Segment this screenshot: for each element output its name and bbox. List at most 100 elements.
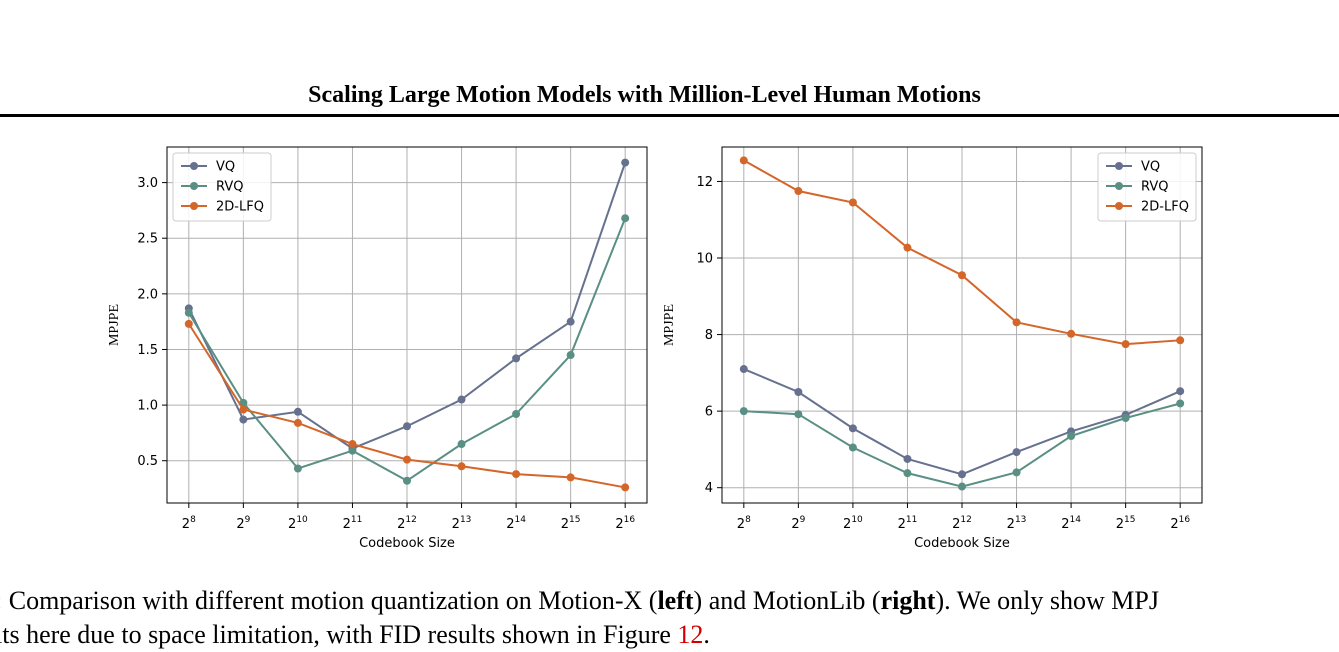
- y-tick-label: 8: [705, 328, 713, 343]
- data-point: [184, 308, 193, 317]
- data-point: [403, 476, 411, 485]
- caption-bold-left: left: [657, 586, 694, 615]
- caption-text-4: ults here due to space limitation, with …: [0, 620, 678, 649]
- data-point: [457, 440, 466, 449]
- legend-label: RVQ: [1141, 180, 1168, 195]
- y-tick-label: 3.0: [137, 176, 158, 191]
- figure-ref-link[interactable]: 12: [677, 620, 704, 649]
- chart-right-svg: 28 29 210 211 212 213 214 215 216 4 6 8 10 12 Codebook…: [662, 146, 1203, 551]
- legend-marker: [1115, 162, 1123, 170]
- data-point: [403, 422, 411, 431]
- data-point: [566, 473, 575, 482]
- y-axis-label: MPJPE: [107, 304, 122, 346]
- x-tick-label: 216: [1170, 515, 1190, 532]
- data-point: [958, 470, 966, 479]
- data-point: [739, 365, 748, 374]
- legend-label: 2D-LFQ: [1141, 200, 1189, 215]
- y-tick-label: 1.0: [137, 399, 158, 414]
- x-tick-label: 211: [343, 515, 363, 532]
- legend-marker: [1115, 182, 1123, 190]
- caption-text-5: .: [703, 620, 710, 649]
- data-point: [403, 455, 411, 464]
- x-tick-label: 28: [182, 515, 196, 532]
- legend: VQ RVQ 2D-LFQ: [172, 152, 272, 222]
- data-point: [621, 214, 630, 223]
- data-point: [1121, 414, 1130, 423]
- running-header-title: Scaling Large Motion Models with Million…: [308, 82, 981, 108]
- legend-box: [172, 152, 272, 222]
- x-tick-label: 210: [843, 515, 863, 532]
- data-point: [1176, 399, 1185, 408]
- data-point: [1067, 329, 1076, 338]
- data-point: [566, 351, 575, 360]
- x-tick-label: 29: [236, 515, 250, 532]
- data-point: [512, 354, 521, 363]
- legend-box: [1097, 152, 1197, 222]
- figure-caption: 4: Comparison with different motion quan…: [0, 584, 1339, 652]
- caption-text-3: ). We only show MPJ: [935, 586, 1159, 615]
- data-point: [1067, 432, 1076, 441]
- y-axis-label: MPJPE: [662, 304, 677, 346]
- y-tick-label: 12: [696, 175, 713, 190]
- data-point: [457, 462, 466, 471]
- data-point: [848, 198, 857, 207]
- x-tick-label: 211: [898, 515, 918, 532]
- data-point: [348, 440, 357, 449]
- y-tick-label: 2.5: [137, 232, 158, 247]
- data-point: [293, 464, 302, 473]
- x-tick-label: 28: [737, 515, 751, 532]
- y-tick-label: 2.0: [137, 287, 158, 302]
- y-tick-label: 6: [705, 405, 713, 420]
- data-point: [1176, 387, 1185, 396]
- series-2d-lfq: [739, 156, 1185, 349]
- legend-marker: [190, 202, 198, 210]
- series-vq: [739, 365, 1185, 479]
- chart-left: 28 29 210 211 212 213 214 215 216 0.5 1.0 1.5 2.0 2.5…: [100, 140, 655, 565]
- data-point: [903, 243, 912, 252]
- x-tick-label: 29: [791, 515, 805, 532]
- y-tick-label: 4: [705, 481, 713, 496]
- legend: VQ RVQ 2D-LFQ: [1097, 152, 1197, 222]
- data-point: [1012, 318, 1021, 327]
- data-point: [1012, 468, 1021, 477]
- x-tick-label: 213: [452, 515, 472, 532]
- legend-label: VQ: [216, 160, 235, 175]
- data-point: [958, 482, 966, 491]
- data-point: [239, 415, 248, 424]
- series-2d-lfq: [184, 319, 630, 492]
- data-point: [739, 407, 748, 416]
- data-point: [512, 470, 521, 479]
- data-point: [621, 158, 630, 167]
- y-tick-label: 10: [696, 252, 713, 267]
- data-point: [348, 446, 357, 455]
- x-tick-label: 214: [506, 515, 526, 532]
- x-tick-label: 215: [561, 515, 581, 532]
- data-point: [794, 410, 803, 419]
- data-point: [184, 319, 193, 328]
- data-point: [848, 424, 857, 433]
- series-rvq: [184, 214, 630, 485]
- x-axis-label: Codebook Size: [359, 536, 455, 551]
- x-tick-label: 216: [615, 515, 635, 532]
- data-point: [621, 483, 630, 492]
- x-tick-label: 210: [288, 515, 308, 532]
- x-tick-label: 212: [952, 515, 972, 532]
- legend-label: RVQ: [216, 180, 243, 195]
- x-axis-label: Codebook Size: [914, 536, 1010, 551]
- x-tick-label: 214: [1061, 515, 1081, 532]
- data-point: [903, 454, 912, 463]
- data-point: [457, 395, 466, 404]
- data-point: [1176, 336, 1185, 345]
- series-rvq: [739, 399, 1185, 491]
- caption-text-1: 4: Comparison with different motion quan…: [0, 586, 658, 615]
- data-point: [293, 407, 302, 416]
- legend-label: VQ: [1141, 160, 1160, 175]
- legend-label: 2D-LFQ: [216, 200, 264, 215]
- x-tick-label: 215: [1116, 515, 1136, 532]
- chart-right: 28 29 210 211 212 213 214 215 216 4 6 8 10 12 Codebook…: [655, 140, 1210, 565]
- data-point: [958, 271, 966, 280]
- data-point: [239, 405, 248, 414]
- y-tick-label: 1.5: [137, 343, 158, 358]
- data-point: [566, 317, 575, 326]
- data-point: [512, 410, 521, 418]
